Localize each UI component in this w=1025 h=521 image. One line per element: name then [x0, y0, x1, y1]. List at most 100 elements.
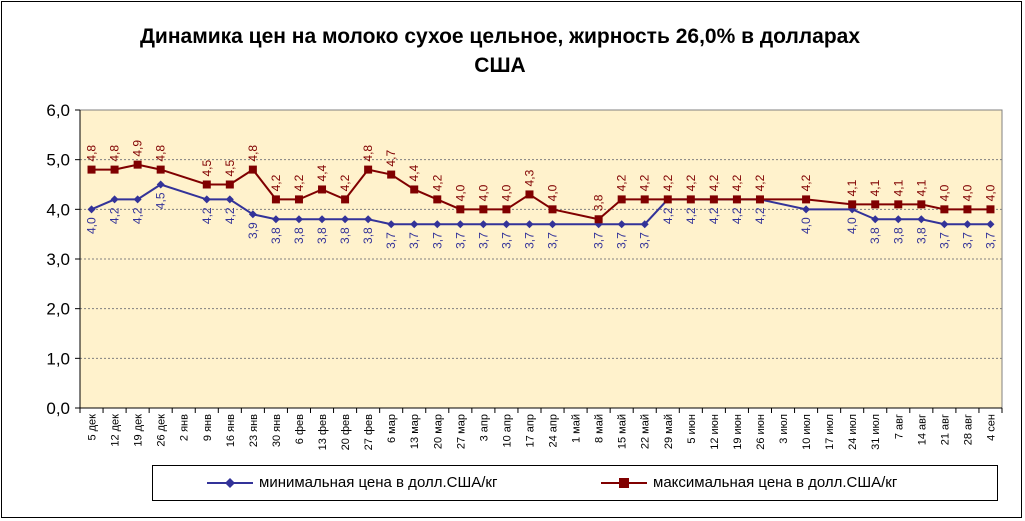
data-point-min — [364, 215, 373, 224]
x-tick-label: 17 июл — [824, 414, 836, 450]
data-point-max — [617, 195, 626, 204]
data-point-max — [364, 165, 373, 174]
x-tick-label: 20 мар — [432, 414, 444, 449]
data-label-max: 4,0 — [476, 184, 490, 201]
data-label-max: 4,2 — [638, 174, 652, 191]
data-point-min — [133, 195, 142, 204]
data-label-min: 3,8 — [361, 227, 375, 244]
x-tick-label: 26 дек — [156, 414, 168, 447]
data-label-max: 4,2 — [684, 174, 698, 191]
data-label-max: 4,8 — [85, 145, 99, 162]
data-point-min — [548, 220, 557, 229]
data-point-max — [755, 195, 764, 204]
x-tick-label: 16 янв — [225, 414, 237, 447]
data-label-min: 4,2 — [108, 207, 122, 224]
data-point-max — [133, 160, 142, 169]
data-point-min — [294, 215, 303, 224]
x-tick-label: 2 янв — [179, 414, 191, 441]
data-label-max: 4,2 — [292, 174, 306, 191]
data-point-min — [917, 215, 926, 224]
x-tick-label: 3 апр — [478, 414, 490, 441]
data-point-max — [709, 195, 718, 204]
data-point-min — [433, 220, 442, 229]
data-label-max: 4,8 — [361, 145, 375, 162]
data-point-max — [456, 205, 465, 214]
x-tick-label: 19 дек — [133, 414, 145, 447]
data-point-max — [848, 200, 857, 209]
data-label-max: 4,0 — [960, 184, 974, 201]
x-tick-label: 5 дек — [87, 414, 99, 441]
y-tick-label: 0,0 — [46, 399, 70, 418]
data-point-min — [318, 215, 327, 224]
data-label-min: 3,8 — [338, 227, 352, 244]
x-tick-label: 13 мар — [409, 414, 421, 449]
data-point-max — [433, 195, 442, 204]
data-label-min: 4,5 — [154, 192, 168, 209]
data-label-min: 3,7 — [430, 232, 444, 249]
x-tick-label: 13 фев — [317, 414, 329, 450]
data-label-min: 4,2 — [131, 207, 145, 224]
data-label-min: 4,2 — [661, 207, 675, 224]
legend-item-max: максимальная цена в долл.США/кг — [601, 474, 897, 491]
data-label-max: 4,4 — [407, 164, 421, 181]
chart-legend: минимальная цена в долл.США/кг максималь… — [152, 465, 998, 501]
data-label-min: 4,0 — [799, 217, 813, 234]
data-label-max: 4,0 — [937, 184, 951, 201]
x-tick-label: 10 апр — [501, 414, 513, 447]
x-tick-label: 4 сен — [985, 414, 997, 441]
data-point-min — [202, 195, 211, 204]
data-point-min — [502, 220, 511, 229]
data-point-max — [294, 195, 303, 204]
data-label-max: 4,2 — [338, 174, 352, 191]
data-label-max: 4,8 — [108, 145, 122, 162]
data-label-max: 4,2 — [430, 174, 444, 191]
legend-max-label: максимальная цена в долл.США/кг — [653, 474, 898, 491]
data-label-min: 4,2 — [753, 207, 767, 224]
data-point-min — [456, 220, 465, 229]
x-tick-label: 9 янв — [202, 414, 214, 441]
x-tick-label: 20 фев — [340, 414, 352, 450]
data-label-min: 3,9 — [246, 222, 260, 239]
legend-max-swatch — [601, 477, 647, 488]
data-label-max: 4,2 — [707, 174, 721, 191]
x-tick-label: 10 июл — [801, 414, 813, 450]
data-label-max: 4,2 — [730, 174, 744, 191]
x-tick-label: 26 июн — [755, 414, 767, 450]
data-label-min: 3,7 — [638, 232, 652, 249]
data-label-max: 4,2 — [753, 174, 767, 191]
data-label-min: 4,2 — [223, 207, 237, 224]
x-tick-label: 8 май — [594, 414, 606, 443]
y-tick-label: 4,0 — [46, 200, 70, 219]
data-point-max — [732, 195, 741, 204]
data-label-min: 3,8 — [292, 227, 306, 244]
x-tick-label: 19 июн — [732, 414, 744, 450]
data-point-min — [410, 220, 419, 229]
y-tick-label: 1,0 — [46, 349, 70, 368]
data-point-max — [917, 200, 926, 209]
data-point-max — [663, 195, 672, 204]
x-tick-label: 6 мар — [386, 414, 398, 443]
x-tick-label: 23 янв — [248, 414, 260, 447]
data-point-min — [986, 220, 995, 229]
data-point-max — [894, 200, 903, 209]
data-label-max: 4,1 — [845, 179, 859, 196]
x-tick-label: 30 янв — [271, 414, 283, 447]
data-point-max — [87, 165, 96, 174]
data-label-max: 4,5 — [223, 159, 237, 176]
y-tick-label: 6,0 — [46, 101, 70, 120]
data-point-max — [479, 205, 488, 214]
data-point-min — [479, 220, 488, 229]
data-point-max — [686, 195, 695, 204]
data-label-max: 4,1 — [891, 179, 905, 196]
data-label-max: 4,1 — [868, 179, 882, 196]
data-label-min: 3,7 — [476, 232, 490, 249]
data-point-min — [156, 180, 165, 189]
data-label-max: 4,0 — [983, 184, 997, 201]
data-label-max: 4,2 — [269, 174, 283, 191]
data-label-max: 4,2 — [615, 174, 629, 191]
x-tick-label: 7 авг — [893, 414, 905, 439]
data-label-min: 3,8 — [914, 227, 928, 244]
x-tick-label: 27 фев — [363, 414, 375, 450]
data-label-max: 4,3 — [522, 169, 536, 186]
x-tick-label: 24 июл — [847, 414, 859, 450]
